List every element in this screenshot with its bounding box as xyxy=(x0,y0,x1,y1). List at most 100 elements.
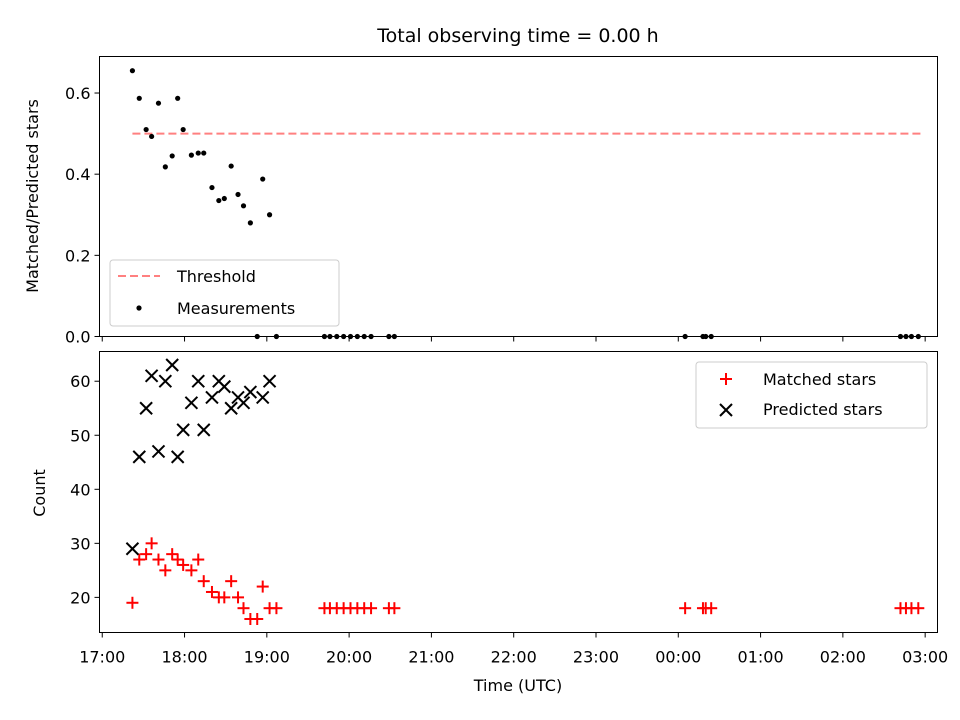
measurements-legend-label: Measurements xyxy=(177,299,295,318)
bottom-y-axis: 20 30 40 50 60 xyxy=(70,372,100,607)
bottom-x-tick-label: 01:00 xyxy=(738,648,784,667)
bottom-axes-frame xyxy=(99,351,938,633)
top-y-tick-label: 0.4 xyxy=(65,165,90,184)
predicted-legend-swatch xyxy=(719,403,733,417)
matched-star-point xyxy=(225,575,238,588)
matched-star-point xyxy=(159,564,172,577)
matched-star-point xyxy=(126,596,139,609)
measurement-point xyxy=(175,95,181,101)
matched-star-point xyxy=(679,602,692,615)
bottom-x-tick-label: 02:00 xyxy=(820,648,866,667)
top-chart-title: Total observing time = 0.00 h xyxy=(376,25,658,47)
predicted-star-point xyxy=(158,374,173,388)
measurement-point xyxy=(155,100,162,106)
top-legend-box xyxy=(109,259,340,327)
bottom-x-tick-label: 22:00 xyxy=(491,648,537,667)
predicted-star-point xyxy=(243,385,258,399)
matched-star-point xyxy=(388,602,401,615)
bottom-plot-area xyxy=(125,358,925,625)
predicted-star-point xyxy=(256,390,270,405)
predicted-star-point xyxy=(217,379,232,394)
matched-star-point xyxy=(171,553,184,566)
top-y-axis-label: Matched/Predicted stars xyxy=(23,99,42,293)
bottom-x-tick-label: 23:00 xyxy=(573,648,619,667)
matched-star-point xyxy=(197,575,210,588)
predicted-star-point xyxy=(191,374,205,388)
matched-star-point xyxy=(270,602,283,615)
bottom-x-tick-label: 03:00 xyxy=(902,648,948,667)
matched-star-point xyxy=(256,580,269,593)
matched-star-point xyxy=(140,548,153,561)
measurement-point xyxy=(266,212,273,218)
bottom-x-tick-label: 21:00 xyxy=(408,648,454,667)
measurement-point xyxy=(201,150,207,156)
top-legend: Threshold Measurements xyxy=(109,259,340,327)
top-y-axis: 0.0 0.2 0.4 0.6 xyxy=(65,84,100,347)
measurement-point xyxy=(188,152,194,158)
top-panel: Total observing time = 0.00 h 0.00.20.40… xyxy=(23,25,938,347)
matched-star-point xyxy=(237,602,250,615)
predicted-star-point xyxy=(144,369,159,383)
matched-star-point xyxy=(192,553,205,566)
bottom-legend-box xyxy=(695,361,928,429)
predicted-star-point xyxy=(236,396,251,410)
top-axes-frame xyxy=(99,56,938,337)
top-y-tick-label: 0.2 xyxy=(65,246,90,265)
matched-star-point xyxy=(145,537,158,550)
top-y-tick-label: 0.0 xyxy=(65,328,90,347)
predicted-star-point xyxy=(139,401,153,415)
predicted-star-point xyxy=(224,401,238,415)
measurement-point xyxy=(136,95,142,101)
measurements-legend-swatch xyxy=(136,305,142,311)
predicted-star-point xyxy=(151,444,166,459)
bottom-y-axis-label: Count xyxy=(30,469,49,517)
predicted-star-point xyxy=(165,358,179,372)
bottom-x-tick-label: 00:00 xyxy=(655,648,701,667)
bottom-x-axis: 17:00 18:00 19:00 20:00 21:00 22:00 23:00 00:00… xyxy=(79,632,948,667)
predicted-star-point xyxy=(176,423,190,437)
bottom-legend: Matched stars Predicted stars xyxy=(695,361,928,429)
predicted-star-point xyxy=(205,390,219,405)
predicted-star-point xyxy=(132,450,146,464)
matched-star-point xyxy=(166,548,179,561)
predicted-star-point xyxy=(170,450,185,464)
matched-star-point xyxy=(912,602,925,615)
bottom-x-axis-label: Time (UTC) xyxy=(473,676,562,695)
matched-star-point xyxy=(705,602,718,615)
predicted-star-point xyxy=(262,374,277,388)
bottom-x-tick-label: 19:00 xyxy=(244,648,290,667)
measurement-point xyxy=(240,203,247,209)
predicted-star-point xyxy=(184,396,199,410)
matched-star-point xyxy=(365,602,378,615)
matched-star-point xyxy=(205,585,218,598)
measurement-point xyxy=(129,68,136,74)
predicted-star-point xyxy=(197,423,211,437)
measurement-point xyxy=(162,164,168,170)
matched-star-point xyxy=(177,558,190,571)
bottom-y-tick-label: 20 xyxy=(70,588,90,607)
bottom-y-tick-label: 30 xyxy=(70,534,90,553)
measurement-point xyxy=(221,195,227,202)
bottom-x-tick-label: 18:00 xyxy=(161,648,207,667)
measurement-point xyxy=(228,163,234,169)
measurement-point xyxy=(195,150,201,156)
bottom-y-tick-label: 40 xyxy=(70,480,90,499)
matched-star-point xyxy=(251,612,264,625)
matched-legend-label: Matched stars xyxy=(763,370,876,389)
bottom-x-tick-label: 20:00 xyxy=(326,648,372,667)
measurement-point xyxy=(216,197,222,204)
matched-star-point xyxy=(152,553,165,566)
top-x-axis xyxy=(101,336,926,342)
matched-legend-swatch xyxy=(720,373,732,385)
top-y-tick-label: 0.6 xyxy=(65,84,90,103)
measurement-point xyxy=(180,126,186,133)
bottom-y-tick-label: 60 xyxy=(70,372,90,391)
measurement-point xyxy=(209,184,215,191)
predicted-star-point xyxy=(125,542,140,556)
predicted-legend-label: Predicted stars xyxy=(763,400,883,419)
bottom-panel: 20 30 40 50 60 17:00 18:00 19:00 20:00 21:00 22:0… xyxy=(30,351,948,695)
measurement-point xyxy=(169,153,175,159)
matched-star-point xyxy=(218,591,231,604)
